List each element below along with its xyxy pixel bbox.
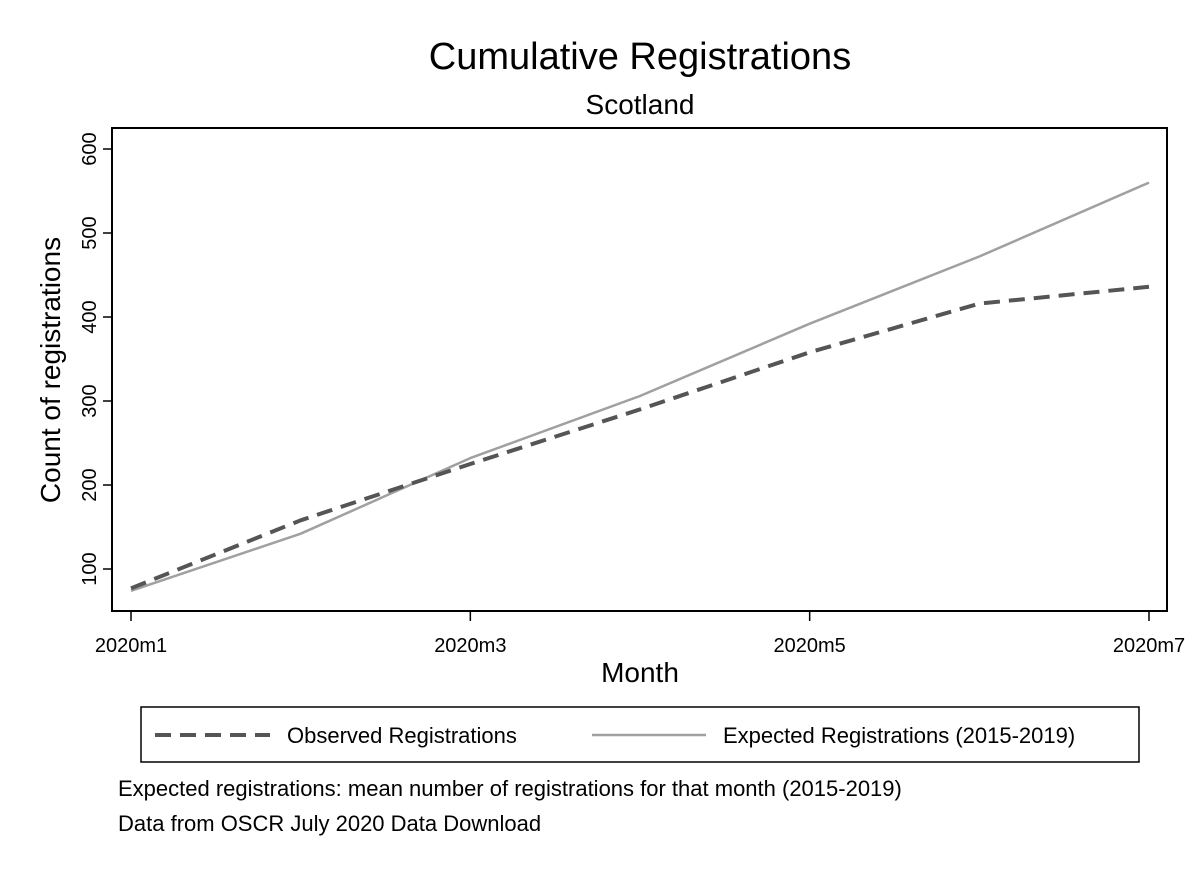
legend: Observed Registrations Expected Registra…	[140, 706, 1140, 763]
series-layer	[130, 181, 1150, 592]
legend-label-observed: Observed Registrations	[287, 723, 517, 748]
y-tick-label: 100	[79, 552, 101, 585]
chart-subtitle: Scotland	[586, 89, 695, 120]
x-axis: 2020m1 2020m3 2020m5 2020m7	[95, 611, 1185, 657]
x-axis-title: Month	[601, 657, 679, 688]
series-line-observed	[130, 284, 1150, 591]
y-tick-label: 200	[79, 468, 101, 501]
series-line-expected	[130, 181, 1150, 592]
x-tick-label: 2020m1	[95, 635, 167, 657]
note-data-source: Data from OSCR July 2020 Data Download	[118, 811, 541, 836]
y-tick-label: 400	[79, 300, 101, 333]
y-tick-label: 600	[79, 132, 101, 165]
y-axis-title: Count of registrations	[35, 237, 66, 503]
y-tick-label: 300	[79, 384, 101, 417]
x-tick-label: 2020m7	[1113, 635, 1185, 657]
note-expected-definition: Expected registrations: mean number of r…	[118, 776, 902, 801]
legend-label-expected: Expected Registrations (2015-2019)	[723, 723, 1075, 748]
x-tick-label: 2020m3	[434, 635, 506, 657]
y-axis: 100 200 300 400 500 600	[79, 132, 112, 586]
chart-title: Cumulative Registrations	[429, 36, 851, 78]
y-tick-label: 500	[79, 216, 101, 249]
x-tick-label: 2020m5	[774, 635, 846, 657]
plot-area	[111, 127, 1168, 612]
